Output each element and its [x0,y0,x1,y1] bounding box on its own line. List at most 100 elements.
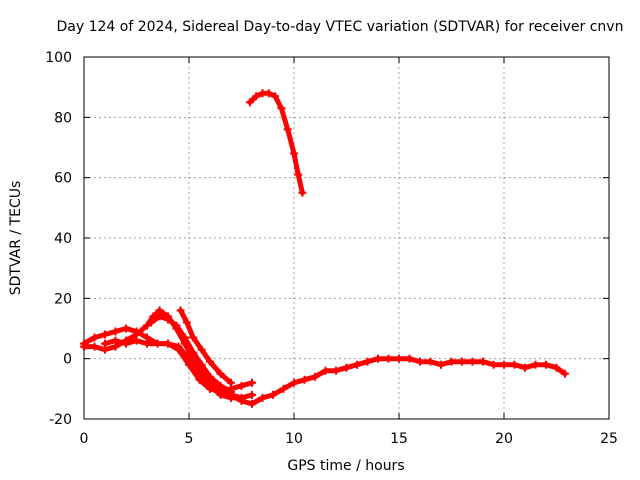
x-tick-label: 25 [600,431,618,447]
data-point [458,357,466,366]
data-point [176,306,185,315]
data-point [283,125,292,134]
data-point [311,372,319,381]
data-point [122,339,130,348]
data-point [195,375,204,384]
y-tick-label: 20 [54,291,72,307]
data-point [248,399,256,408]
data-point [290,149,298,158]
data-point [489,360,498,369]
data-point [258,393,267,402]
y-tick-label: 0 [63,352,72,368]
data-point [248,390,256,399]
data-point [271,92,280,101]
data-point [143,339,151,348]
data-point [510,360,519,369]
data-point [90,342,99,351]
data-point [90,333,99,342]
series-track-high [245,89,307,197]
data-point [197,360,206,369]
data-point [132,336,141,345]
data-point [172,321,181,330]
data-point [164,315,172,324]
x-axis-label: GPS time / hours [287,458,404,474]
data-point [101,339,109,348]
data-point [189,348,198,357]
data-point [245,98,254,107]
data-point [437,360,445,369]
data-point [227,378,235,387]
data-point [552,363,561,372]
data-point [342,363,351,372]
x-tick-label: 5 [185,431,194,447]
data-point [147,318,156,327]
data-point [269,390,277,399]
data-point [206,372,214,381]
axis-ticks: 0 5 10 15 20 25 -20 0 20 40 60 80 100 [45,50,618,447]
data-point [227,390,235,399]
data-point [101,330,109,339]
y-tick-label: 100 [45,50,72,66]
data-point [560,369,569,378]
data-point [153,339,162,348]
data-point [353,360,361,369]
data-point [279,384,288,393]
data-point [206,384,214,393]
x-tick-label: 20 [495,431,513,447]
data-point [405,354,414,363]
data-point [542,360,550,369]
data-point [185,360,193,369]
x-tick-label: 0 [80,431,89,447]
data-point [468,357,477,366]
data-point [155,312,164,321]
data-point [447,357,456,366]
data-point [363,357,372,366]
data-point [182,318,191,327]
data-point [252,92,261,101]
data-point [321,366,330,375]
data-point [143,321,151,330]
data-point [206,357,214,366]
data-point [479,357,487,366]
data-point [122,324,130,333]
data-point [237,381,246,390]
y-tick-label: -20 [49,412,72,428]
series-track-main [227,354,569,408]
data-point [395,354,403,363]
data-point [300,375,309,384]
series-track-e [176,306,235,387]
data-point [500,360,508,369]
data-point [332,366,340,375]
y-tick-label: 60 [54,171,72,187]
series-trail [247,90,305,196]
data-point [216,369,225,378]
chart-title: Day 124 of 2024, Sidereal Day-to-day VTE… [57,19,624,35]
data-point [248,378,256,387]
data-point [197,345,206,354]
data-point [298,188,307,197]
data-point [264,89,273,98]
data-point [294,170,303,179]
data-point [416,357,424,366]
data-point [531,360,540,369]
y-tick-label: 80 [54,110,72,126]
data-point [164,339,172,348]
series-trail [148,313,234,395]
data-point [237,396,246,405]
data-point [521,363,529,372]
data-point [216,381,225,390]
data-point [426,357,435,366]
data-point [290,378,298,387]
data-point [180,333,189,342]
data-point [111,327,120,336]
data-point [374,354,382,363]
data-point [111,336,120,345]
y-axis-label: SDTVAR / TECUs [8,181,24,296]
series-track-d [147,312,235,396]
x-tick-label: 15 [390,431,408,447]
y-tick-label: 40 [54,231,72,247]
data-point [80,339,88,348]
data-point [174,345,183,354]
data-point [189,333,198,342]
